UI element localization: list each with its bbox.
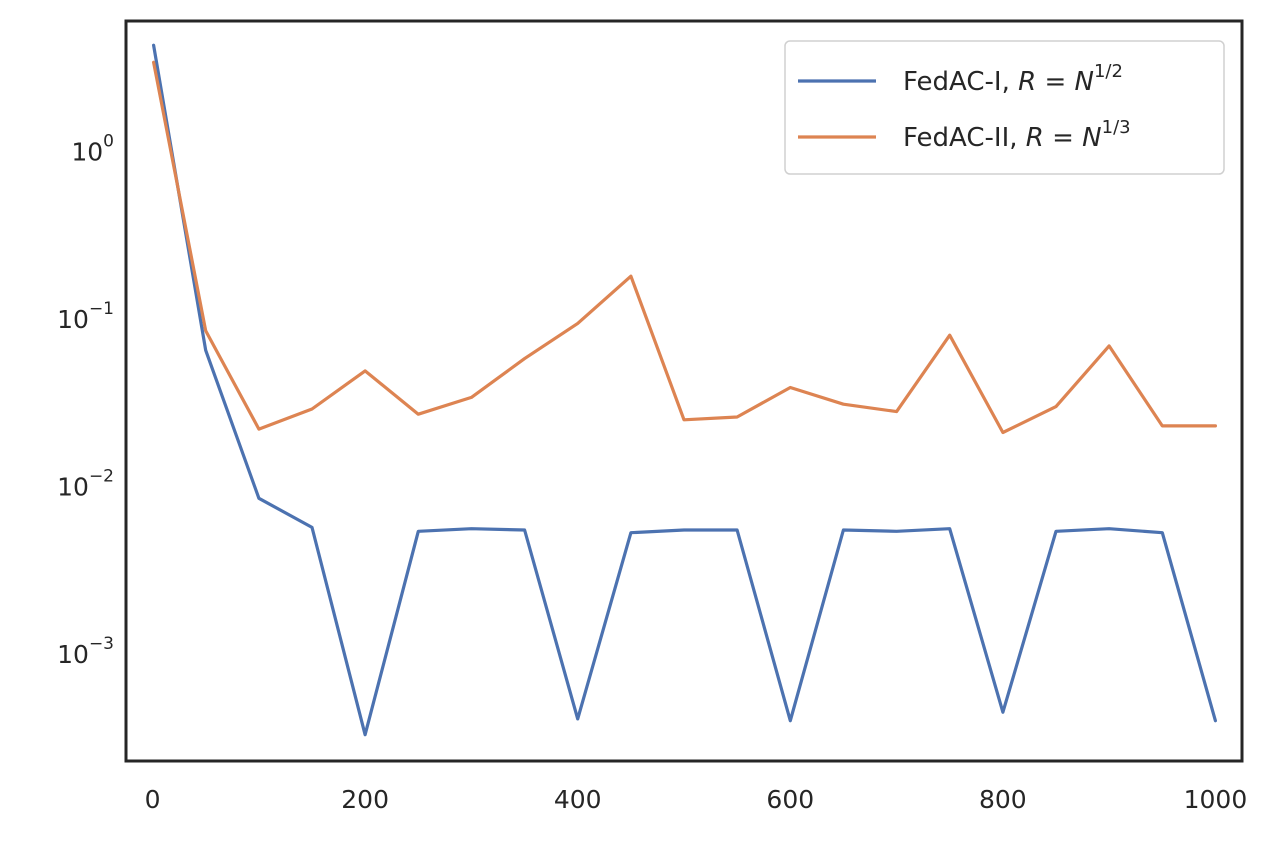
y-axis-ticks: 100 10−1 10−2 10−3: [57, 131, 114, 669]
x-tick-label: 600: [766, 785, 814, 814]
legend-label-1: FedAC-I, R = N1/2: [903, 61, 1123, 97]
y-tick-label: 10−2: [57, 466, 114, 501]
plot-frame: [124, 19, 1244, 763]
series-layer: [152, 43, 1218, 737]
x-tick-label: 1000: [1184, 785, 1248, 814]
x-axis-ticks: 0 200 400 600 800 1000: [145, 785, 1248, 814]
y-tick-label: 10−3: [57, 634, 114, 669]
x-tick-label: 0: [145, 785, 161, 814]
legend: FedAC-I, R = N1/2 FedAC-II, R = N1/3: [784, 40, 1225, 175]
legend-label-2: FedAC-II, R = N1/3: [903, 117, 1131, 153]
x-tick-label: 800: [979, 785, 1027, 814]
legend-box: [784, 40, 1225, 175]
series-line-1: [152, 43, 1218, 737]
x-tick-label: 400: [554, 785, 602, 814]
series-line-2: [152, 60, 1218, 435]
y-tick-label: 10−1: [57, 299, 114, 334]
y-tick-label: 100: [71, 131, 114, 166]
x-tick-label: 200: [341, 785, 389, 814]
